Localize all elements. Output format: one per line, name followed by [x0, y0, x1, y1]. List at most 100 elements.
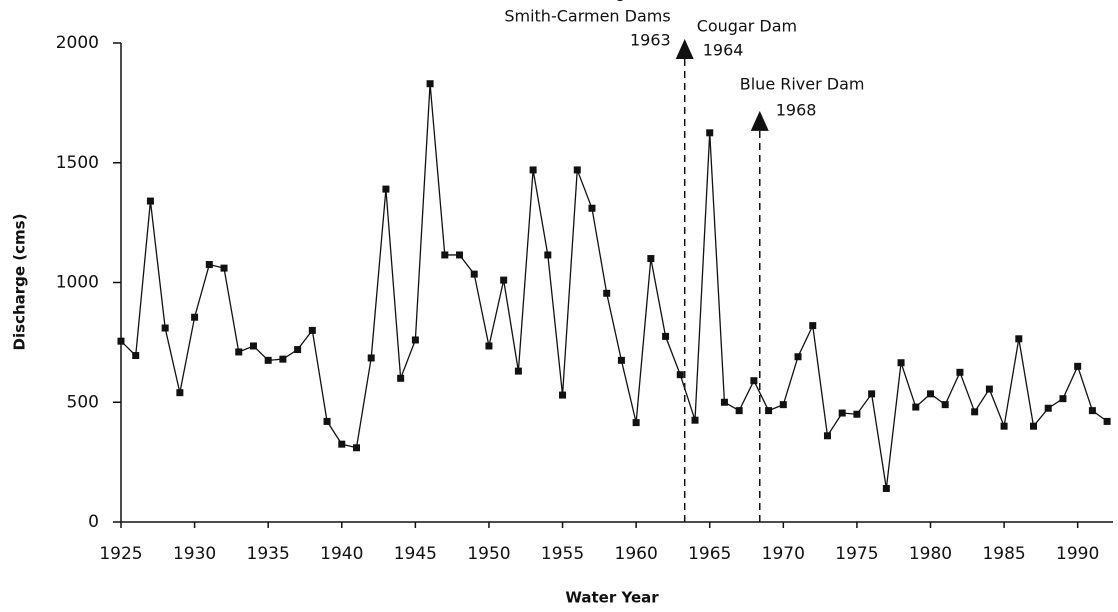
x-tick-label: 1990: [1056, 544, 1099, 564]
data-point: [573, 166, 581, 174]
data-point: [647, 255, 655, 263]
annotation-text: 1968: [776, 100, 817, 119]
data-point: [1000, 422, 1008, 430]
data-point: [132, 352, 140, 360]
data-point: [485, 342, 493, 350]
data-point: [1074, 362, 1082, 370]
data-point: [897, 359, 905, 367]
data-point: [264, 356, 272, 364]
x-tick-label: 1965: [688, 544, 731, 564]
data-point: [912, 403, 920, 411]
data-point: [1059, 395, 1067, 403]
annotation-text: Blue River Dam: [740, 74, 865, 93]
data-point: [456, 251, 464, 259]
data-point: [308, 326, 316, 334]
data-point: [926, 390, 934, 398]
data-point: [882, 484, 890, 492]
data-point: [205, 261, 213, 269]
y-tick-label: 0: [88, 512, 99, 532]
data-point: [1015, 335, 1023, 343]
annotation-text: Cougar Dam: [697, 17, 797, 36]
data-point: [617, 356, 625, 364]
data-point: [1088, 407, 1096, 415]
data-point: [441, 251, 449, 259]
data-point: [279, 355, 287, 363]
data-point: [397, 374, 405, 382]
x-tick-label: 1950: [467, 544, 510, 564]
data-point: [382, 185, 390, 193]
annotation-arrow: [675, 39, 694, 59]
x-axis-label: Water Year: [565, 589, 659, 607]
data-point: [235, 348, 243, 356]
annotation-text: 1963: [630, 31, 671, 50]
data-point: [367, 354, 375, 362]
annotation-text: Smith-Carmen Dams: [504, 7, 670, 26]
data-point: [691, 416, 699, 424]
data-point: [971, 408, 979, 416]
data-point: [294, 346, 302, 354]
data-point: [352, 444, 360, 452]
data-point: [765, 407, 773, 415]
data-point: [1044, 404, 1052, 412]
data-point: [823, 432, 831, 440]
data-point: [676, 371, 684, 379]
data-point: [632, 419, 640, 427]
x-tick-label: 1960: [615, 544, 658, 564]
data-point: [426, 80, 434, 88]
annotation-arrow: [750, 110, 769, 131]
data-point: [853, 410, 861, 418]
data-point: [117, 337, 125, 345]
data-point: [176, 389, 184, 397]
data-point: [323, 417, 331, 425]
data-point: [411, 336, 419, 344]
annotation-text: 1964: [703, 41, 744, 60]
x-tick-label: 1925: [99, 544, 142, 564]
data-point: [559, 391, 567, 399]
data-point: [941, 401, 949, 409]
x-tick-label: 1955: [541, 544, 584, 564]
data-point: [868, 390, 876, 398]
data-point: [1030, 422, 1038, 430]
data-point: [220, 264, 228, 272]
data-point: [706, 129, 714, 137]
data-point: [529, 166, 537, 174]
x-tick-label: 1970: [762, 544, 805, 564]
x-tick-label: 1945: [394, 544, 437, 564]
data-point: [794, 353, 802, 361]
data-point: [750, 377, 758, 385]
y-tick-label: 1500: [56, 153, 99, 173]
data-point: [338, 440, 346, 448]
x-tick-label: 1935: [247, 544, 290, 564]
data-point: [956, 368, 964, 376]
y-axis-label: Discharge (cms): [11, 214, 29, 351]
x-tick-label: 1985: [982, 544, 1025, 564]
data-point: [146, 197, 154, 205]
data-point: [720, 398, 728, 406]
data-point: [809, 322, 817, 330]
data-point: [191, 313, 199, 321]
data-point: [544, 251, 552, 259]
data-line: [120, 83, 1108, 489]
data-point: [161, 324, 169, 332]
data-point: [470, 270, 478, 278]
x-tick-label: 1980: [909, 544, 952, 564]
data-point: [514, 367, 522, 375]
data-point: [985, 385, 993, 393]
data-point: [1103, 417, 1111, 425]
data-point: [662, 332, 670, 340]
data-point: [735, 407, 743, 415]
data-point: [588, 204, 596, 212]
annotation-text: Trailbridge and: [550, 0, 670, 2]
y-tick-label: 1000: [56, 273, 99, 293]
data-point: [779, 401, 787, 409]
data-point: [838, 409, 846, 417]
data-point: [500, 276, 508, 284]
y-tick-label: 2000: [56, 33, 99, 53]
x-tick-label: 1975: [835, 544, 878, 564]
x-tick-label: 1940: [320, 544, 363, 564]
x-tick-label: 1930: [173, 544, 216, 564]
data-point: [249, 342, 257, 350]
y-tick-label: 500: [67, 392, 99, 412]
data-point: [603, 289, 611, 297]
